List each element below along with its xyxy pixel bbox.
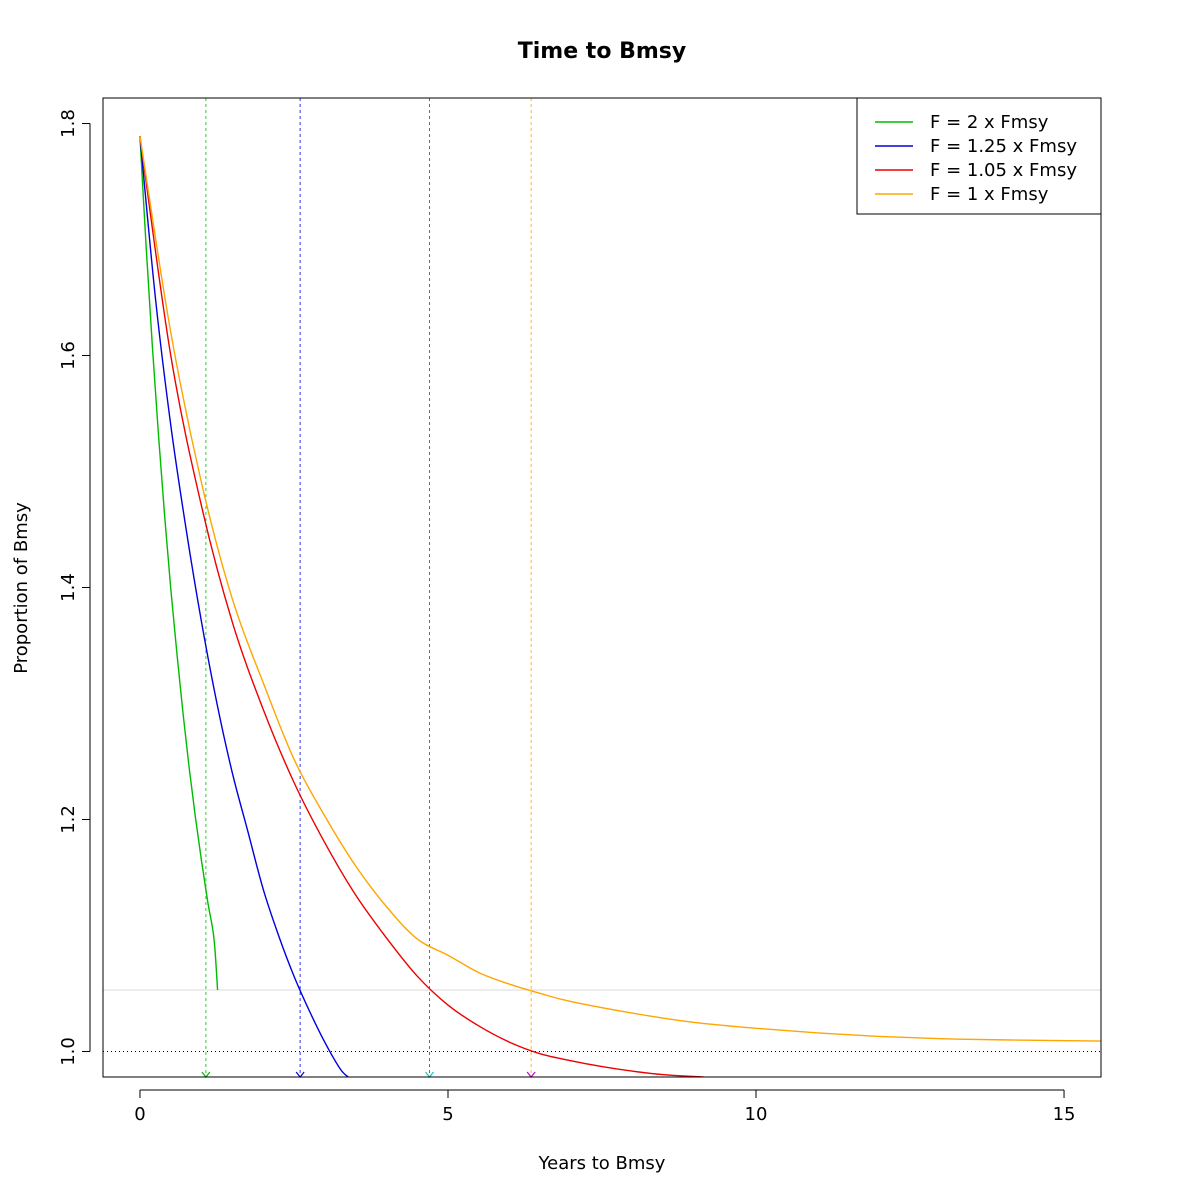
y-tick-label: 1.6 [58,341,79,370]
chart-title: Time to Bmsy [518,39,686,64]
plot-area-frame [102,97,1102,1078]
reference-lines [103,989,1101,1052]
legend-label-4: F = 1 x Fmsy [930,184,1049,205]
series-line-2 [139,136,349,1077]
threshold-vertical-lines [205,98,532,1077]
y-tick-label: 1.2 [58,805,79,834]
legend-label-1: F = 2 x Fmsy [930,112,1049,133]
series-line-4 [139,136,1101,1042]
series-layer [139,136,1101,1077]
y-tick-label: 1.0 [58,1037,79,1066]
y-tick-label: 1.8 [58,109,79,138]
y-axis-label: Proportion of Bmsy [11,502,32,674]
legend-label-2: F = 1.25 x Fmsy [930,136,1077,157]
series-line-3 [139,136,704,1077]
x-axis-label: Years to Bmsy [538,1153,666,1174]
legend-label-3: F = 1.05 x Fmsy [930,160,1077,181]
x-tick-label: 0 [134,1104,145,1125]
x-tick-label: 10 [745,1104,768,1125]
x-tick-label: 15 [1053,1104,1076,1125]
legend: F = 2 x Fmsy F = 1.25 x Fmsy F = 1.05 x Fm… [856,97,1102,215]
y-axis: 1.0 1.2 1.4 1.6 1.8 [58,109,91,1066]
y-tick-label: 1.4 [58,573,79,602]
x-tick-label: 5 [442,1104,453,1125]
series-line-1 [139,136,219,991]
x-axis: 0 5 10 15 [134,1089,1076,1125]
